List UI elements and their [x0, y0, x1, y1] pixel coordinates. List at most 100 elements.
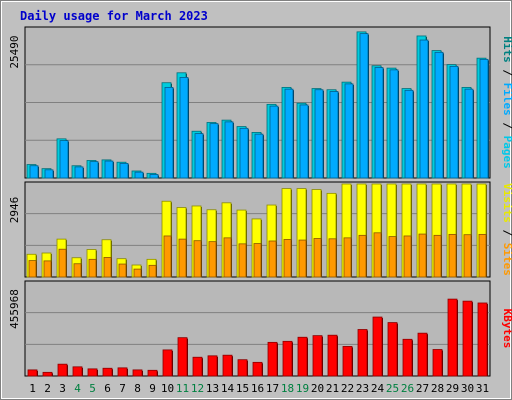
day-label-9: 9: [149, 382, 156, 395]
bar-sites-13: [208, 241, 217, 278]
panel-visits_sites: 2946 Visits / Sites: [8, 181, 512, 278]
bar-sites-28: [433, 234, 442, 278]
bar-kbytes-22: [342, 346, 353, 377]
day-label-24: 24: [371, 382, 385, 395]
bar-sites-8: [133, 268, 142, 278]
bar-sites-16: [253, 243, 262, 278]
bar-files-6: [104, 160, 114, 179]
bar-kbytes-19: [297, 336, 308, 377]
series-sites: [28, 232, 487, 278]
bar-files-13: [209, 123, 219, 179]
day-label-17: 17: [266, 382, 279, 395]
bar-kbytes-30: [462, 300, 473, 377]
bar-kbytes-4: [72, 366, 83, 377]
panel-hits_files: 25490 Hits / Files / Pages: [8, 26, 512, 179]
bar-files-24: [374, 67, 384, 179]
series-files: [29, 33, 489, 179]
bar-files-29: [449, 65, 459, 179]
bar-files-14: [224, 121, 234, 179]
bar-sites-6: [103, 257, 112, 278]
series-kbytes: [27, 298, 488, 377]
y-max-label: 25490: [8, 35, 21, 68]
bar-files-15: [239, 127, 249, 179]
bar-kbytes-21: [327, 334, 338, 377]
bar-files-2: [44, 169, 54, 179]
day-label-20: 20: [311, 382, 324, 395]
day-label-15: 15: [236, 382, 249, 395]
bar-files-30: [464, 88, 474, 179]
day-label-2: 2: [44, 382, 51, 395]
day-label-3: 3: [59, 382, 66, 395]
bar-sites-10: [163, 235, 172, 278]
bar-kbytes-24: [372, 316, 383, 377]
day-label-26: 26: [401, 382, 414, 395]
bar-kbytes-1: [27, 369, 38, 377]
bar-sites-18: [283, 239, 292, 278]
bar-kbytes-2: [42, 371, 53, 377]
day-label-16: 16: [251, 382, 264, 395]
bar-sites-2: [43, 260, 52, 278]
day-label-1: 1: [29, 382, 36, 395]
day-label-21: 21: [326, 382, 339, 395]
legend-separator: /: [501, 116, 512, 136]
day-label-5: 5: [89, 382, 96, 395]
bar-sites-20: [313, 238, 322, 278]
day-label-14: 14: [221, 382, 235, 395]
day-label-27: 27: [416, 382, 429, 395]
day-label-4: 4: [74, 382, 81, 395]
bar-files-16: [254, 133, 264, 179]
legend-text: KBytes: [501, 309, 512, 349]
legend-sites: Sites: [501, 243, 512, 276]
legend-separator: /: [501, 63, 512, 83]
bar-sites-14: [223, 237, 232, 278]
bar-kbytes-9: [147, 369, 158, 377]
bar-sites-5: [88, 258, 97, 278]
bar-kbytes-5: [87, 368, 98, 377]
bar-sites-19: [298, 239, 307, 278]
legend-hits: Hits: [501, 36, 512, 63]
day-label-30: 30: [461, 382, 474, 395]
legend-visits: Visits: [501, 183, 512, 223]
day-label-22: 22: [341, 382, 354, 395]
y-max-label: 455968: [8, 289, 21, 329]
day-label-25: 25: [386, 382, 399, 395]
bar-kbytes-10: [162, 349, 173, 377]
bar-files-12: [194, 133, 204, 179]
bar-files-22: [344, 83, 354, 179]
bar-files-21: [329, 91, 339, 179]
bar-files-5: [89, 161, 99, 179]
bar-files-26: [404, 89, 414, 179]
bar-kbytes-23: [357, 329, 368, 377]
bar-files-18: [284, 88, 294, 179]
day-label-23: 23: [356, 382, 369, 395]
bar-sites-24: [373, 232, 382, 278]
day-axis: 1 2 3 4 5 6 7 8 9 10 11 12 13 14 15 16 17 18 19 20 21 22 23 24 2…: [29, 382, 489, 395]
y-max-label: 2946: [8, 197, 21, 224]
bar-kbytes-29: [447, 298, 458, 377]
bar-sites-21: [328, 238, 337, 278]
bar-kbytes-16: [252, 361, 263, 377]
bar-kbytes-12: [192, 356, 203, 377]
day-label-7: 7: [119, 382, 126, 395]
day-label-29: 29: [446, 382, 459, 395]
bar-sites-12: [193, 240, 202, 278]
day-label-12: 12: [191, 382, 204, 395]
bar-kbytes-11: [177, 337, 188, 377]
day-label-31: 31: [476, 382, 489, 395]
bar-sites-26: [403, 235, 412, 278]
bar-kbytes-17: [267, 341, 278, 377]
bar-sites-3: [58, 248, 67, 278]
bar-kbytes-8: [132, 369, 143, 377]
bar-files-3: [59, 140, 69, 179]
bar-kbytes-6: [102, 367, 113, 377]
bar-files-28: [434, 51, 444, 179]
bar-kbytes-26: [402, 338, 413, 377]
bar-kbytes-15: [237, 359, 248, 377]
bar-sites-9: [148, 264, 157, 278]
bar-files-31: [479, 58, 489, 179]
day-label-18: 18: [281, 382, 294, 395]
bar-kbytes-25: [387, 322, 398, 377]
chart-title: Daily usage for March 2023: [20, 9, 208, 23]
